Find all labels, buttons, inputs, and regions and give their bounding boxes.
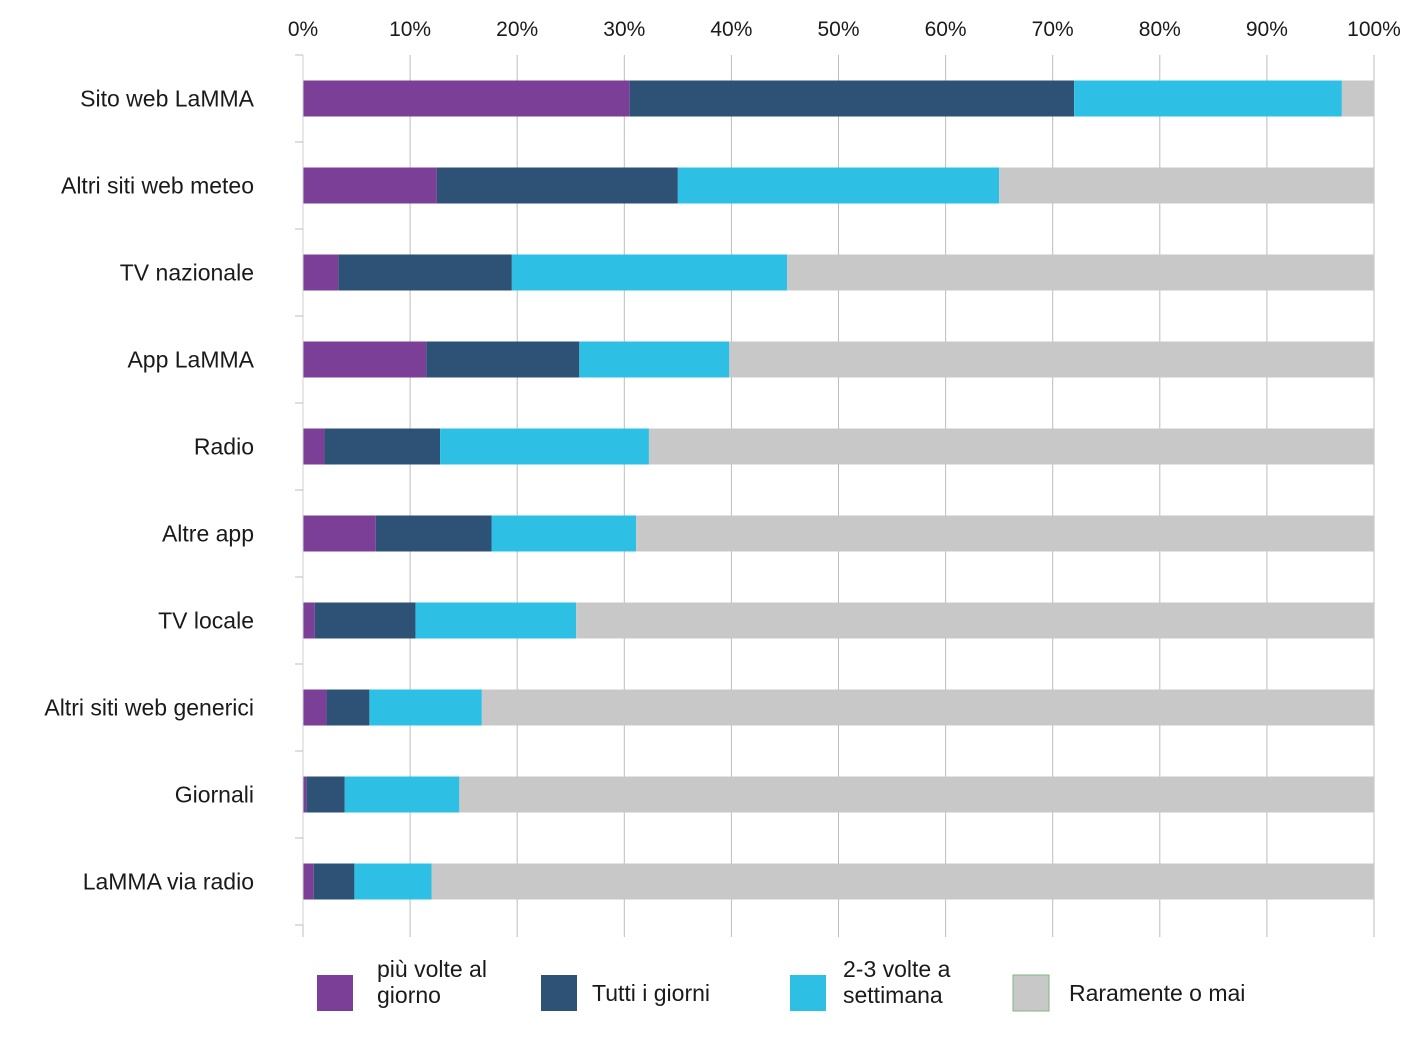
bar-segment — [326, 689, 370, 726]
category-label: App LaMMA — [127, 347, 254, 373]
category-label: Altre app — [162, 521, 254, 547]
bar-segment — [369, 689, 482, 726]
x-tick-label: 80% — [1139, 18, 1181, 41]
bar-segment — [511, 254, 788, 291]
bar-segment — [999, 167, 1374, 204]
bar-segment — [579, 341, 730, 378]
x-tick-label: 10% — [389, 18, 431, 41]
bar-segment — [306, 776, 345, 813]
bar-segment — [426, 341, 580, 378]
category-label: TV nazionale — [120, 260, 254, 286]
bar-segment — [303, 863, 314, 900]
bar-segment — [729, 341, 1374, 378]
legend-item: Raramente o mai — [1012, 974, 1245, 1012]
bar-segment — [787, 254, 1374, 291]
legend-swatch — [1012, 974, 1050, 1012]
bar-segment — [324, 428, 441, 465]
bar-segment — [636, 515, 1374, 552]
bar-segment — [338, 254, 512, 291]
bar-segment — [303, 341, 427, 378]
category-label: LaMMA via radio — [83, 869, 254, 895]
bar-segment — [1074, 80, 1342, 117]
legend-swatch — [541, 975, 577, 1011]
bar-segment — [344, 776, 460, 813]
bar-segment — [440, 428, 649, 465]
bar-segment — [491, 515, 637, 552]
bar-segment — [436, 167, 678, 204]
x-tick-label: 0% — [288, 18, 318, 41]
bars-layer — [303, 80, 1375, 900]
bar-segment — [576, 602, 1374, 639]
bar-segment — [303, 80, 630, 117]
bar-segment — [313, 863, 355, 900]
bar-segment — [648, 428, 1374, 465]
x-tick-label: 70% — [1032, 18, 1074, 41]
x-tick-label: 20% — [496, 18, 538, 41]
bar-segment — [303, 776, 307, 813]
category-label: Radio — [194, 434, 254, 460]
x-tick-label: 100% — [1347, 18, 1401, 41]
bar-segment — [303, 254, 339, 291]
legend-label: più volte al — [377, 956, 487, 982]
category-label: Giornali — [175, 782, 254, 808]
bar-segment — [431, 863, 1374, 900]
category-label: Sito web LaMMA — [80, 86, 255, 112]
x-tick-label: 50% — [817, 18, 859, 41]
legend-label: giorno — [377, 982, 441, 1008]
legend-label: Tutti i giorni — [592, 980, 710, 1006]
labels-layer: 0% 10% 20% 30% 40% 50% 60% 70% 80% 90% 100% Sito we… — [44, 18, 1401, 895]
bar-segment — [677, 167, 1000, 204]
legend-label: settimana — [843, 982, 943, 1008]
bar-segment — [375, 515, 492, 552]
legend-label: Raramente o mai — [1069, 980, 1245, 1006]
bar-segment — [415, 602, 577, 639]
bar-segment — [303, 689, 327, 726]
legend-swatch — [790, 975, 826, 1011]
bar-segment — [303, 602, 315, 639]
category-label: Altri siti web generici — [44, 695, 254, 721]
x-tick-label: 30% — [603, 18, 645, 41]
x-tick-label: 60% — [925, 18, 967, 41]
category-label: TV locale — [158, 608, 254, 634]
bar-segment — [354, 863, 432, 900]
axis-layer — [295, 54, 304, 926]
category-label: Altri siti web meteo — [61, 173, 254, 199]
x-tick-label: 40% — [710, 18, 752, 41]
bar-segment — [303, 167, 437, 204]
x-tick-label: 90% — [1246, 18, 1288, 41]
bar-segment — [481, 689, 1374, 726]
bar-segment — [314, 602, 416, 639]
legend-label: 2-3 volte a — [843, 956, 951, 982]
legend-item: Tutti i giorni — [541, 975, 710, 1011]
bar-segment — [1341, 80, 1374, 117]
bar-segment — [303, 515, 376, 552]
bar-segment — [459, 776, 1375, 813]
bar-segment — [629, 80, 1075, 117]
bar-segment — [303, 428, 325, 465]
legend-swatch — [317, 975, 353, 1011]
